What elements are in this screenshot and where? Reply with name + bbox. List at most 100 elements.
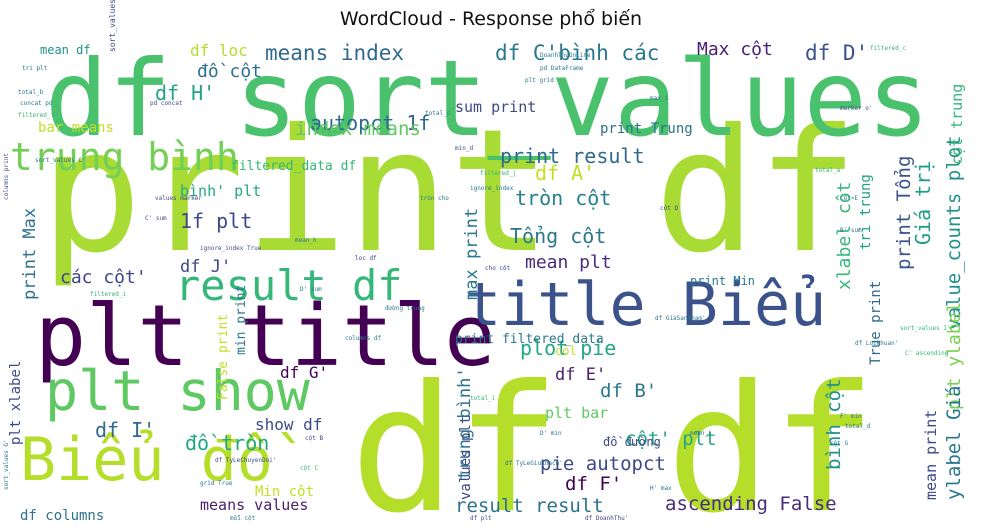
- wordcloud-word: sort_values I': [900, 325, 951, 332]
- wordcloud-word: show df: [255, 415, 322, 434]
- wordcloud-word: mỗi cột: [230, 515, 256, 522]
- wordcloud-word: ignore_index True: [200, 245, 262, 252]
- wordcloud-word: df F': [565, 473, 622, 495]
- wordcloud-word: mean_i: [690, 430, 712, 437]
- wordcloud-word: cột C: [300, 465, 318, 472]
- wordcloud-word: index means: [295, 118, 421, 140]
- wordcloud-word: False print: [216, 314, 231, 400]
- wordcloud-word: concat pd: [20, 100, 53, 107]
- wordcloud-word: df loc: [190, 41, 248, 60]
- wordcloud-word: bar means: [38, 120, 114, 136]
- wordcloud-word: means index: [265, 41, 404, 65]
- wordcloud-word: Max cột: [697, 39, 773, 60]
- wordcloud-word: total_a: [815, 167, 841, 174]
- wordcloud-word: D' sum: [300, 286, 322, 293]
- wordcloud-word: bình' plt: [180, 182, 261, 200]
- wordcloud-word: sort_values C': [35, 157, 86, 164]
- wordcloud-word: filtered_c: [870, 45, 907, 52]
- wordcloud-word: sort_values G': [3, 439, 10, 490]
- wordcloud-word: values plt: [458, 416, 474, 500]
- wordcloud-word: total_i: [470, 395, 496, 402]
- wordcloud-word: print Tổng: [893, 156, 915, 270]
- wordcloud-word: marker o': [840, 105, 873, 112]
- wordcloud-word: columns df: [345, 335, 382, 342]
- wordcloud-word: ignore_index: [470, 185, 514, 192]
- wordcloud-word: df plt: [470, 515, 492, 522]
- wordcloud-word: min_d: [455, 145, 473, 152]
- wordcloud-word: cột trung: [948, 84, 966, 165]
- wordcloud-word: True print: [868, 281, 884, 365]
- wordcloud-word: Giá trị: [911, 161, 935, 245]
- wordcloud-word: ylabel Giá: [943, 386, 965, 500]
- wordcloud-word: print Min: [690, 274, 755, 288]
- wordcloud-word: result df: [175, 261, 403, 310]
- wordcloud-word: pd DataFrame: [540, 65, 584, 72]
- wordcloud-word: pd concat: [150, 100, 183, 107]
- wordcloud-word: ascending False: [665, 493, 837, 515]
- chart-title: WordCloud - Response phổ biến: [339, 8, 643, 30]
- wordcloud-word: total_c: [425, 110, 451, 117]
- wordcloud-word: cột' plt: [625, 428, 717, 450]
- wordcloud-word: đồ tròn: [185, 431, 269, 455]
- wordcloud-word: print result: [500, 144, 645, 168]
- wordcloud-word: df J': [180, 257, 231, 277]
- wordcloud-word: plt grid: [525, 77, 554, 84]
- wordcloud-word: max_i: [650, 95, 668, 102]
- wordcloud-word: C' sum: [145, 215, 167, 222]
- wordcloud-word: total_b: [18, 89, 44, 96]
- wordcloud-word: đường trung: [385, 305, 425, 312]
- wordcloud-word: df TyLeGiuKhach': [505, 460, 563, 467]
- wordcloud-word: tròn cho: [420, 195, 449, 202]
- wordcloud-word: Min cột: [255, 484, 314, 500]
- wordcloud-word: result result: [455, 495, 604, 517]
- wordcloud-word: min print: [234, 285, 249, 355]
- wordcloud-word: trung bình': [455, 367, 475, 480]
- wordcloud-word: trung bình: [10, 135, 239, 179]
- wordcloud-word: columns print: [3, 153, 10, 200]
- wordcloud-word: plt title: [35, 287, 496, 386]
- wordcloud-word: sum print: [455, 98, 536, 116]
- wordcloud-word: tròn cột: [515, 186, 611, 210]
- wordcloud-word: F' min: [840, 413, 862, 420]
- wordcloud-word: value_counts plot: [943, 136, 965, 330]
- wordcloud-word: tri trung: [858, 174, 874, 250]
- wordcloud-word: df sort_values: [45, 38, 930, 160]
- wordcloud-word: sort_values: [108, 0, 117, 52]
- wordcloud-word: Biểu đồ: [20, 425, 296, 495]
- wordcloud-word: plot pie: [520, 336, 616, 360]
- wordcloud-word: mean df: [40, 43, 91, 57]
- wordcloud-word: df A': [535, 161, 595, 185]
- wordcloud-word: cột E: [840, 195, 858, 202]
- wordcloud-word: H' max: [650, 485, 672, 492]
- wordcloud-word: cột B: [305, 435, 323, 442]
- wordcloud-word: DoanhThuOnline: [540, 52, 591, 59]
- wordcloud-word: print filtered_data: [455, 332, 604, 347]
- wordcloud-word: filtered_data df: [231, 159, 356, 174]
- wordcloud-word: 1f plt: [180, 209, 252, 233]
- wordcloud-word: C' ascending: [905, 350, 949, 357]
- wordcloud-word: filtered_f: [18, 112, 55, 119]
- wordcloud-word: các cột': [60, 267, 147, 288]
- wordcloud-word: autopct 1f: [310, 111, 430, 135]
- wordcloud-word: bình cột: [823, 378, 845, 470]
- wordcloud-word: grid True: [200, 480, 233, 487]
- wordcloud-word: đồ đường: [603, 435, 661, 449]
- wordcloud-word: filtered_i: [90, 291, 127, 298]
- wordcloud-word: title Biểu: [465, 270, 826, 340]
- wordcloud-word: df H': [155, 81, 215, 105]
- wordcloud-word: plt show: [45, 359, 311, 423]
- wordcloud-word: df D': [805, 41, 868, 65]
- wordcloud-word: cho cột: [485, 265, 511, 272]
- wordcloud-word: print df: [40, 93, 859, 291]
- wordcloud-word: df df: [350, 349, 877, 527]
- wordcloud-word: df B': [600, 380, 657, 402]
- wordcloud-word: df C'bình các: [495, 41, 659, 65]
- wordcloud-word: cột D: [660, 205, 678, 212]
- wordcloud-word: pie autopct: [540, 453, 666, 475]
- wordcloud-word: mean_h: [295, 237, 317, 244]
- wordcloud-word: D' min: [540, 430, 562, 437]
- wordcloud-word: filtered_j: [480, 170, 516, 177]
- wordcloud-word: print Max: [20, 208, 40, 300]
